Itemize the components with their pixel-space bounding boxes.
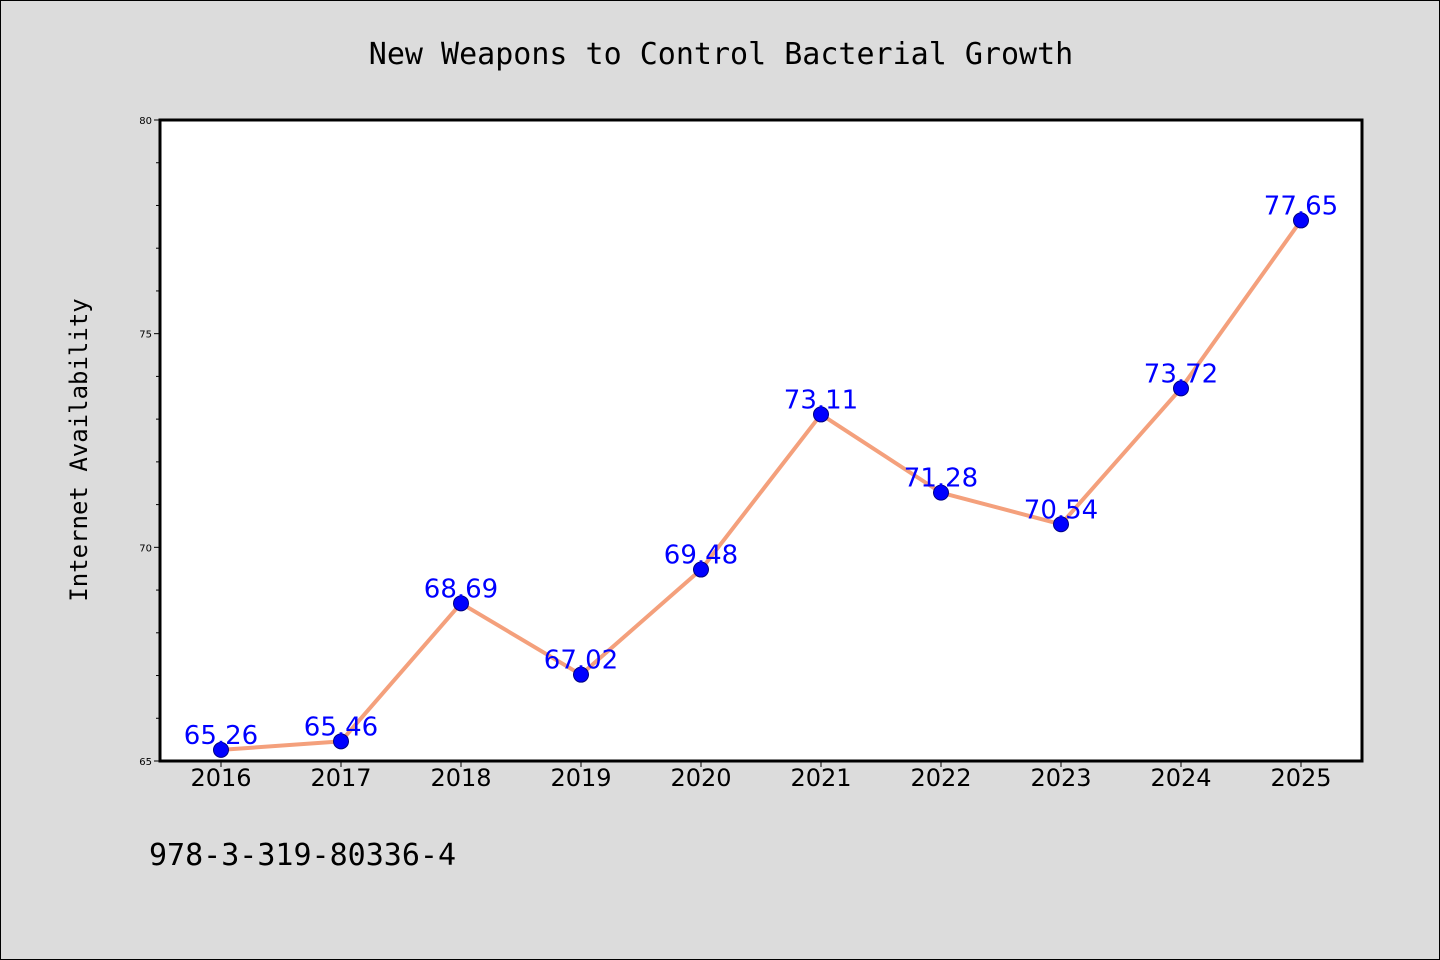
x-tick-label: 2019: [550, 764, 611, 792]
data-point: [813, 406, 829, 423]
isbn-footnote: 978-3-319-80336-4: [149, 838, 456, 873]
data-label: 69.48: [664, 541, 738, 571]
x-tick-label: 2023: [1030, 764, 1091, 792]
data-point: [1293, 212, 1309, 229]
plot-area: [158, 118, 1364, 763]
x-tick-label: 2024: [1150, 764, 1211, 792]
data-label: 67.02: [544, 646, 618, 676]
data-point: [573, 666, 589, 683]
x-tick-label: 2016: [190, 764, 251, 792]
data-point: [1053, 516, 1069, 533]
data-label: 68.69: [424, 574, 498, 604]
y-tick-label: 70: [139, 543, 152, 554]
data-point: [333, 733, 349, 750]
x-tick-label: 2021: [790, 764, 851, 792]
chart-title: New Weapons to Control Bacterial Growth: [369, 37, 1073, 72]
x-axis: 2016 2017 2018 2019 2020 2021 2022 2023 2024 2025: [190, 761, 1332, 792]
x-tick-label: 2022: [910, 764, 971, 792]
data-point: [213, 741, 229, 758]
series-line: [220, 219, 1303, 752]
data-label: 77.65: [1264, 191, 1338, 221]
x-tick-label: 2018: [430, 764, 491, 792]
data-point: [453, 595, 469, 612]
data-label: 73.11: [784, 385, 858, 415]
series-layer: 65.26 65.46 68.69 67.02 69.48 73.11 71.28 70.54…: [184, 191, 1338, 758]
y-axis: 65 70 75 80: [139, 116, 160, 768]
y-tick-label: 75: [139, 330, 152, 341]
data-label: 70.54: [1024, 495, 1098, 525]
x-tick-label: 2017: [310, 764, 371, 792]
data-label: 71.28: [904, 464, 978, 494]
data-point: [693, 561, 709, 578]
data-label: 65.26: [184, 721, 258, 751]
y-tick-label: 65: [139, 757, 152, 768]
data-point: [1173, 380, 1189, 397]
data-label: 65.46: [304, 712, 378, 742]
y-axis-label: Internet Availability: [65, 298, 93, 601]
y-tick-label: 80: [139, 116, 152, 127]
data-point: [933, 484, 949, 501]
x-tick-label: 2020: [670, 764, 731, 792]
data-label: 73.72: [1144, 359, 1218, 389]
x-tick-label: 2025: [1270, 764, 1331, 792]
